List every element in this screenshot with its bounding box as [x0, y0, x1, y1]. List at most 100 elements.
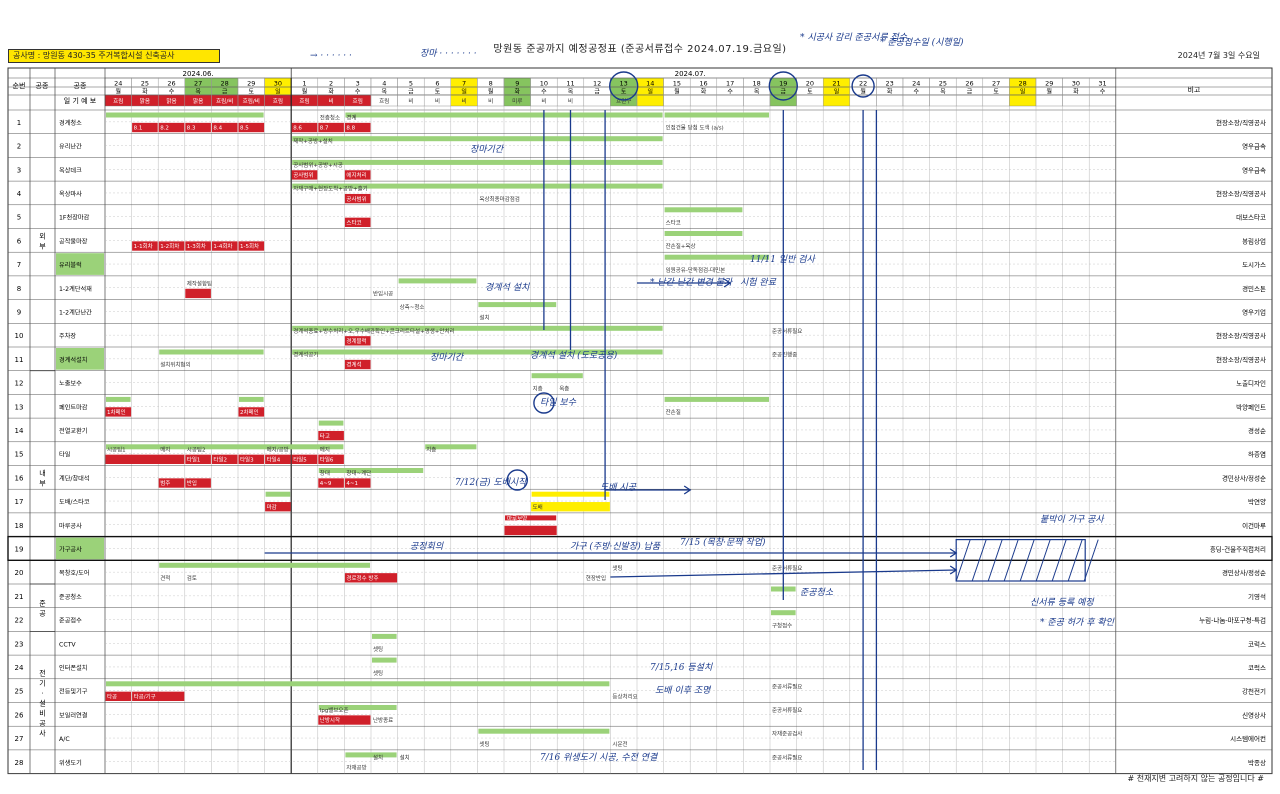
cell-note: 준공서류필요 — [772, 706, 802, 714]
day-number: 12 — [593, 80, 601, 88]
weather-cell — [636, 94, 664, 107]
month-july: 2024.07. — [675, 70, 706, 78]
task-block — [291, 170, 318, 180]
row-remark: 경성순 — [1248, 426, 1266, 435]
schedule-bar — [425, 444, 477, 450]
table-frame — [7, 67, 1273, 775]
task-label: 1-2회차 — [160, 242, 179, 250]
row-remark: 하종엽 — [1248, 450, 1266, 459]
task-label: 8.6 — [293, 126, 302, 132]
row-remark: 현장소장/직영공사 — [1216, 118, 1266, 127]
row-number: 21 — [15, 593, 24, 601]
hatch-stroke — [971, 539, 987, 582]
trade-name: 준공청소 — [59, 593, 82, 601]
handwritten-note: 11/11 일반 검사 — [750, 254, 816, 265]
handwritten-note: 경계석 설치 — [485, 282, 530, 293]
task-label: 타일5 — [293, 456, 307, 464]
cell-note: lpg밸브오픈 — [320, 706, 349, 714]
trade-name: 준공접수 — [59, 617, 82, 625]
task-label: 범주 — [160, 479, 170, 487]
day-number: 4 — [382, 80, 386, 88]
row-remark: 이건마루 — [1242, 521, 1266, 530]
cell-note: 지층 — [426, 445, 436, 453]
day-number: 16 — [699, 80, 707, 88]
cell-note: 시운전 — [612, 740, 627, 748]
row-number: 10 — [15, 332, 24, 340]
schedule-bar — [292, 325, 663, 331]
handwritten-note: 시험 완료 — [740, 277, 777, 288]
trade-name: 도배/스타코 — [59, 498, 90, 506]
cell-note: 옥층 — [559, 384, 569, 392]
row-number: 3 — [17, 166, 21, 174]
weekday: 토 — [435, 89, 441, 96]
task-label: 타공 — [107, 693, 117, 701]
cell-note: 준공서류필요 — [772, 564, 802, 572]
day-number: 24 — [114, 80, 122, 88]
group-label-char: 공 — [39, 610, 46, 618]
row-remark: 누림-나눔-마포구청-특검 — [1199, 616, 1266, 625]
schedule-bar — [372, 657, 397, 663]
weather-text: 비 — [541, 97, 546, 105]
group-label-char: 전 — [39, 669, 45, 678]
cell-note: 견적 — [160, 575, 170, 582]
task-block — [318, 430, 344, 441]
cell-note: 난방종료 — [373, 716, 393, 724]
weather-cell — [690, 94, 718, 107]
row-number: 13 — [15, 403, 24, 411]
day-number: 21 — [832, 80, 840, 88]
cell-note: 반입시공 — [373, 290, 393, 298]
row-remark: 도시가스 — [1242, 260, 1266, 269]
group-label-char: 공 — [39, 720, 46, 728]
row-number: 24 — [15, 664, 24, 672]
schedule-bar — [372, 633, 397, 639]
weekday: 화 — [887, 89, 893, 96]
task-block — [185, 288, 211, 299]
task-block — [291, 454, 318, 464]
row-remark: 경민상사/정성순 — [1222, 473, 1266, 482]
row-number: 14 — [15, 427, 24, 435]
task-label: 타일6 — [320, 456, 334, 464]
weekday: 금 — [967, 89, 973, 96]
row-number: 23 — [15, 640, 24, 648]
weekday: 수 — [541, 89, 547, 96]
task-block — [291, 122, 318, 133]
task-block — [158, 478, 185, 488]
row-number: 19 — [15, 545, 24, 553]
trade-name: 유리블럭 — [59, 261, 82, 269]
task-label: 1차페인 — [107, 408, 126, 416]
day-number: 17 — [726, 80, 734, 88]
hatch-stroke — [1035, 539, 1051, 582]
weather-cell — [663, 94, 691, 107]
task-label: 1-1회차 — [134, 242, 153, 250]
document-title: 망원동 준공까지 예정공정표 (준공서류접수 2024.07.19.금요일) — [493, 44, 787, 55]
weekday: 월 — [674, 88, 680, 96]
weather-cell — [823, 94, 851, 107]
group-label-char: 내 — [39, 468, 45, 477]
weekday: 금 — [594, 89, 600, 96]
weather-text: 흐림 — [299, 97, 309, 105]
task-label: 4~1 — [346, 481, 358, 487]
weekday: 수 — [914, 89, 920, 96]
trade-name: 위생도기 — [59, 759, 82, 767]
trade-name: 목창호/도어 — [59, 569, 90, 577]
day-number: 27 — [194, 80, 202, 88]
weekday: 화 — [1073, 89, 1079, 96]
schedule-bar — [531, 491, 610, 497]
trade-name: 페인트마감 — [59, 403, 88, 411]
task-label: 타고 — [320, 432, 330, 440]
cell-note: 옥상최종마감점검 — [479, 195, 519, 203]
task-block — [344, 193, 371, 204]
handwritten-circle — [506, 469, 528, 491]
task-block — [211, 241, 238, 251]
task-label: 경계블럭 — [346, 337, 366, 345]
weekday: 수 — [355, 89, 361, 96]
weather-text: 흐림 — [353, 97, 363, 105]
trade-name: 주차장 — [59, 332, 76, 340]
task-label: 1-5회차 — [240, 242, 259, 250]
weather-cell — [956, 94, 984, 107]
day-number: 8 — [489, 80, 493, 88]
task-label: 1-3회차 — [187, 242, 206, 250]
weather-text: 흐린구 — [616, 98, 631, 105]
row-number: 25 — [15, 688, 24, 696]
schedule-bar — [664, 254, 769, 260]
